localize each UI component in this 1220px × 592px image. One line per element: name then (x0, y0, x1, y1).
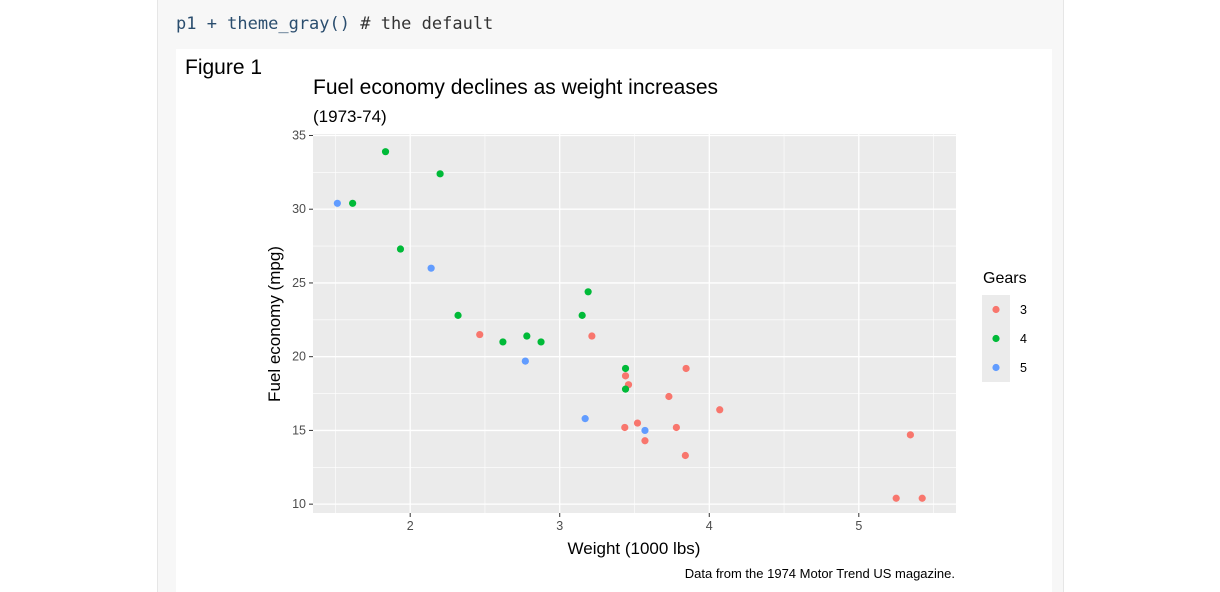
x-tick-label: 2 (407, 519, 414, 533)
figure-label: Figure 1 (185, 56, 263, 79)
data-point-gear-5 (427, 264, 435, 272)
figure-panel: Figure 1 Fuel economy declines as weight… (176, 49, 1052, 592)
data-point-gear-5 (581, 415, 589, 423)
axes: 2 3 4 5 10 15 20 25 30 35 (292, 128, 862, 533)
document-column: p1 + theme_gray() # the default Figure 1… (157, 0, 1064, 592)
data-point-gear-4 (454, 311, 462, 319)
data-points (333, 148, 926, 502)
data-point-gear-4 (396, 245, 405, 253)
legend-key-point (992, 363, 1000, 372)
y-tick-label: 35 (292, 128, 306, 142)
data-point-gear-3 (621, 372, 630, 380)
y-tick-label: 15 (292, 423, 306, 437)
x-axis-title: Weight (1000 lbs) (568, 539, 701, 558)
data-point-gear-3 (918, 494, 926, 502)
legend-label: 5 (1020, 361, 1027, 375)
y-tick-label: 20 (292, 350, 306, 364)
scatter-plot: Fuel economy declines as weight increase… (265, 76, 1027, 581)
data-point-gear-5 (333, 199, 341, 207)
data-point-gear-3 (906, 431, 914, 439)
data-point-gear-3 (633, 419, 642, 427)
x-tick-label: 4 (706, 519, 713, 533)
data-point-gear-4 (499, 338, 507, 346)
legend-label: 3 (1020, 303, 1027, 317)
data-point-gear-3 (621, 423, 629, 432)
legend: Gears 3 4 5 (982, 270, 1027, 382)
x-tick-label: 5 (855, 519, 862, 533)
chart-title: Fuel economy declines as weight increase… (313, 76, 718, 99)
data-point-gear-4 (381, 148, 390, 156)
data-point-gear-4 (578, 311, 586, 319)
data-point-gear-3 (588, 332, 596, 340)
x-tick-label: 3 (556, 519, 563, 533)
legend-label: 4 (1020, 332, 1027, 346)
legend-title: Gears (983, 270, 1027, 287)
data-point-gear-4 (349, 199, 357, 207)
data-point-gear-4 (436, 170, 444, 178)
data-point-gear-4 (537, 338, 545, 346)
data-point-gear-4 (584, 288, 592, 296)
legend-key-point (992, 334, 1000, 343)
chart-caption: Data from the 1974 Motor Trend US magazi… (685, 566, 955, 581)
data-point-gear-3 (716, 406, 724, 414)
data-point-gear-3 (665, 392, 673, 401)
data-point-gear-5 (641, 426, 649, 435)
y-tick-label: 10 (292, 497, 306, 511)
data-point-gear-3 (641, 437, 649, 445)
y-tick-label: 25 (292, 276, 306, 290)
data-point-gear-5 (521, 357, 529, 365)
data-point-gear-4 (621, 385, 630, 393)
data-point-gear-4 (523, 332, 531, 340)
data-point-gear-3 (476, 330, 484, 339)
code-expression: p1 + theme_gray() (176, 14, 350, 34)
data-point-gear-3 (672, 423, 680, 432)
data-point-gear-3 (682, 364, 690, 373)
data-point-gear-3 (892, 494, 900, 502)
y-tick-label: 30 (292, 202, 306, 216)
chart-subtitle: (1973-74) (313, 107, 387, 126)
y-axis-title: Fuel economy (mpg) (265, 246, 284, 402)
data-point-gear-4 (621, 364, 630, 373)
code-line: p1 + theme_gray() # the default (176, 14, 493, 34)
legend-key-point (992, 305, 1000, 314)
data-point-gear-3 (681, 451, 689, 460)
code-comment: # the default (350, 14, 494, 34)
grid-lines (313, 134, 956, 513)
